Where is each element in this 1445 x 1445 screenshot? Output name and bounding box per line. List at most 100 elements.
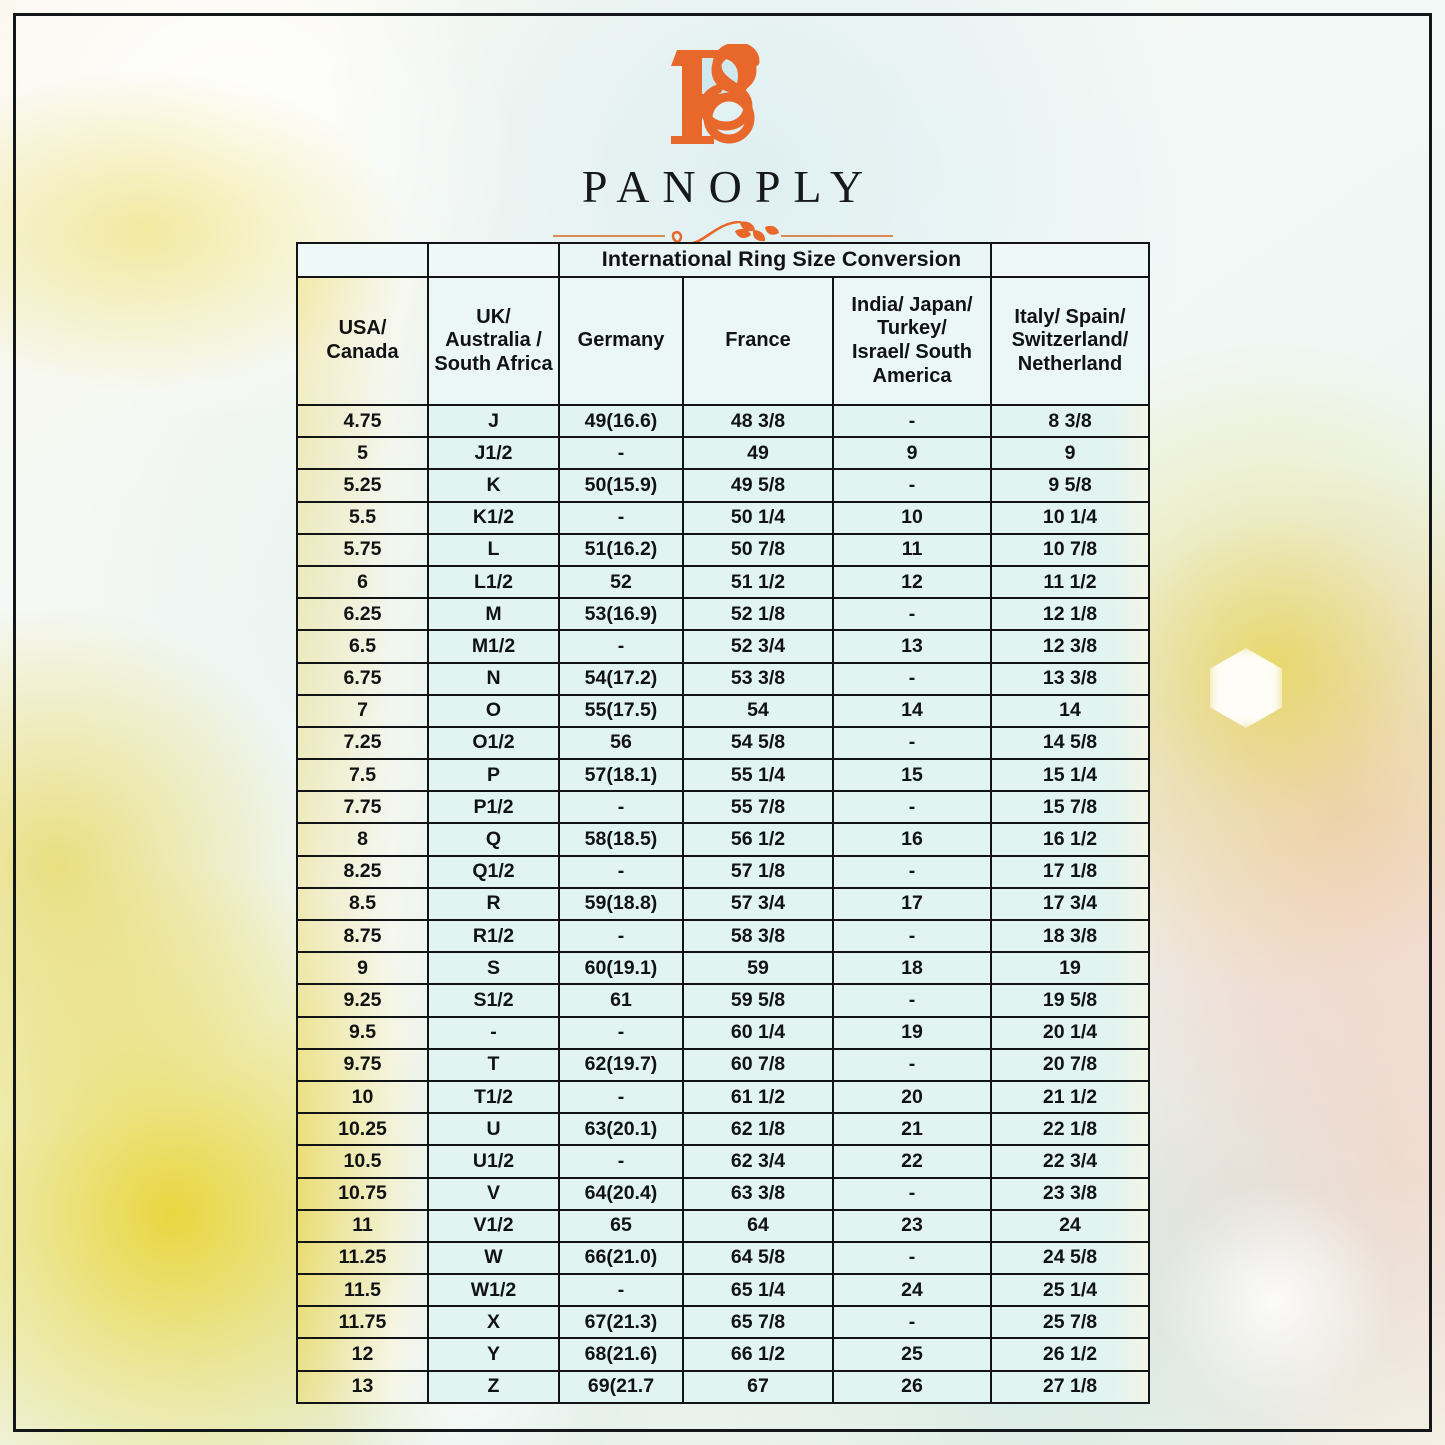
cell-r28-c6: 25 1/4: [990, 1273, 1150, 1308]
cell-r24-c2: U1/2: [427, 1144, 560, 1179]
column-header-line: UK/: [476, 305, 511, 328]
cell-r14-c1: 8: [296, 822, 429, 857]
table-row: 9.5- -60 1/4 19 20 1/4: [296, 1015, 1150, 1050]
cell-r9-c5: -: [832, 661, 992, 696]
column-header-line: Israel/ South: [851, 341, 973, 363]
cell-r1-c6: 8 3/8: [990, 403, 1150, 439]
cell-r9-c6: 13 3/8: [990, 661, 1150, 696]
cell-r14-c6: 16 1/2: [990, 822, 1150, 857]
cell-r16-c3: 59(18.8): [558, 886, 684, 922]
cell-r15-c4: 57 1/8: [682, 854, 834, 889]
cell-r7-c4: 52 1/8: [682, 597, 834, 632]
cell-r19-c4: 59 5/8: [682, 983, 834, 1018]
table-row: 10 T1/2-61 1/2 20 21 1/2: [296, 1079, 1150, 1115]
cell-r24-c3: -: [558, 1144, 684, 1179]
cell-r27-c4: 64 5/8: [682, 1240, 834, 1276]
cell-r13-c6: 15 7/8: [990, 790, 1150, 825]
cell-r20-c1: 9.5: [296, 1015, 429, 1050]
table-row: 5.75 L 51(16.2) 50 7/8 11 10 7/8: [296, 532, 1150, 567]
cell-r27-c6: 24 5/8: [990, 1240, 1150, 1276]
cell-r4-c2: K1/2: [427, 500, 560, 535]
table-row: 6.5 M1/2-52 3/4 13 12 3/8: [296, 629, 1150, 664]
cell-r20-c2: -: [427, 1015, 560, 1050]
cell-r24-c1: 10.5: [296, 1144, 429, 1179]
cell-r25-c4: 63 3/8: [682, 1176, 834, 1211]
column-header-line: America: [872, 364, 952, 387]
table-row: 10.25 U 63(20.1) 62 1/8 21 22 1/8: [296, 1112, 1150, 1147]
table-row: 9 S 60(19.1) 59 18 19: [296, 951, 1150, 986]
cell-r3-c3: 50(15.9): [558, 468, 684, 503]
column-header-line: USA/: [338, 317, 387, 340]
cell-r23-c2: U: [427, 1112, 560, 1147]
cell-r2-c1: 5: [296, 436, 429, 471]
title-row-blank-usa: [296, 242, 429, 278]
cell-r21-c5: -: [832, 1047, 992, 1082]
cell-r7-c1: 6.25: [296, 597, 429, 632]
leaf-vine-icon: [669, 221, 779, 246]
cell-r5-c6: 10 7/8: [990, 532, 1150, 567]
cell-r30-c4: 66 1/2: [682, 1337, 834, 1372]
column-header-5: India/ Japan/Turkey/Israel/ South America: [832, 276, 992, 406]
cell-r30-c2: Y: [427, 1337, 560, 1372]
cell-r7-c2: M: [427, 597, 560, 632]
table-row: 9.75 T 62(19.7) 60 7/8-20 7/8: [296, 1047, 1150, 1082]
table-title-row: International Ring Size Conversion: [296, 242, 1150, 278]
table-row: 12 Y 68(21.6) 66 1/2 25 26 1/2: [296, 1337, 1150, 1372]
cell-r18-c2: S: [427, 951, 560, 986]
table-row: 7.25 O1/2 56 54 5/8-14 5/8: [296, 725, 1150, 761]
cell-r18-c3: 60(19.1): [558, 951, 684, 986]
cell-r26-c6: 24: [990, 1208, 1150, 1243]
cell-r19-c3: 61: [558, 983, 684, 1018]
cell-r1-c5: -: [832, 403, 992, 439]
cell-r13-c3: -: [558, 790, 684, 825]
cell-r21-c2: T: [427, 1047, 560, 1082]
bokeh-highlight-right: [1150, 1185, 1400, 1415]
table-row: 10.75 V 64(20.4) 63 3/8-23 3/8: [296, 1176, 1150, 1211]
cell-r10-c5: 14: [832, 693, 992, 728]
cell-r3-c1: 5.25: [296, 468, 429, 503]
title-row-blank-uk: [427, 242, 560, 278]
cell-r1-c4: 48 3/8: [682, 403, 834, 439]
cell-r29-c2: X: [427, 1305, 560, 1340]
table-row: 7.75 P1/2-55 7/8-15 7/8: [296, 790, 1150, 825]
cell-r14-c3: 58(18.5): [558, 822, 684, 857]
cell-r12-c2: P: [427, 758, 560, 793]
cell-r4-c1: 5.5: [296, 500, 429, 535]
ring-size-table-wrap: International Ring Size Conversion USA/Ca…: [296, 242, 1150, 1404]
ring-size-conversion-table: International Ring Size Conversion USA/Ca…: [296, 242, 1150, 1404]
cell-r20-c4: 60 1/4: [682, 1015, 834, 1050]
cell-r19-c2: S1/2: [427, 983, 560, 1018]
cell-r9-c3: 54(17.2): [558, 661, 684, 696]
cell-r15-c1: 8.25: [296, 854, 429, 889]
cell-r22-c6: 21 1/2: [990, 1079, 1150, 1115]
cell-r12-c6: 15 1/4: [990, 758, 1150, 793]
column-header-line: Australia /: [445, 329, 542, 352]
cell-r21-c6: 20 7/8: [990, 1047, 1150, 1082]
cell-r11-c1: 7.25: [296, 725, 429, 761]
cell-r31-c5: 26: [832, 1369, 992, 1404]
column-header-line: Netherland: [1017, 352, 1123, 375]
table-row: 11.75 X 67(21.3) 65 7/8-25 7/8: [296, 1305, 1150, 1340]
table-row: 11.5 W1/2-65 1/4 24 25 1/4: [296, 1273, 1150, 1308]
cell-r2-c5: 9: [832, 436, 992, 471]
wordmark-panoply: PANOPLY: [581, 161, 877, 212]
cell-r17-c3: -: [558, 918, 684, 954]
cell-r28-c1: 11.5: [296, 1273, 429, 1308]
cell-r15-c2: Q1/2: [427, 854, 560, 889]
column-header-2: UK/Australia / South Africa: [427, 276, 560, 406]
cell-r27-c2: W: [427, 1240, 560, 1276]
cell-r20-c5: 19: [832, 1015, 992, 1050]
cell-r26-c4: 64: [682, 1208, 834, 1243]
cell-r23-c5: 21: [832, 1112, 992, 1147]
cell-r7-c6: 12 1/8: [990, 597, 1150, 632]
cell-r18-c5: 18: [832, 951, 992, 986]
cell-r14-c5: 16: [832, 822, 992, 857]
cell-r17-c4: 58 3/8: [682, 918, 834, 954]
cell-r8-c1: 6.5: [296, 629, 429, 664]
cell-r4-c4: 50 1/4: [682, 500, 834, 535]
cell-r19-c6: 19 5/8: [990, 983, 1150, 1018]
cell-r23-c1: 10.25: [296, 1112, 429, 1147]
cell-r29-c3: 67(21.3): [558, 1305, 684, 1340]
cell-r22-c4: 61 1/2: [682, 1079, 834, 1115]
cell-r25-c6: 23 3/8: [990, 1176, 1150, 1211]
